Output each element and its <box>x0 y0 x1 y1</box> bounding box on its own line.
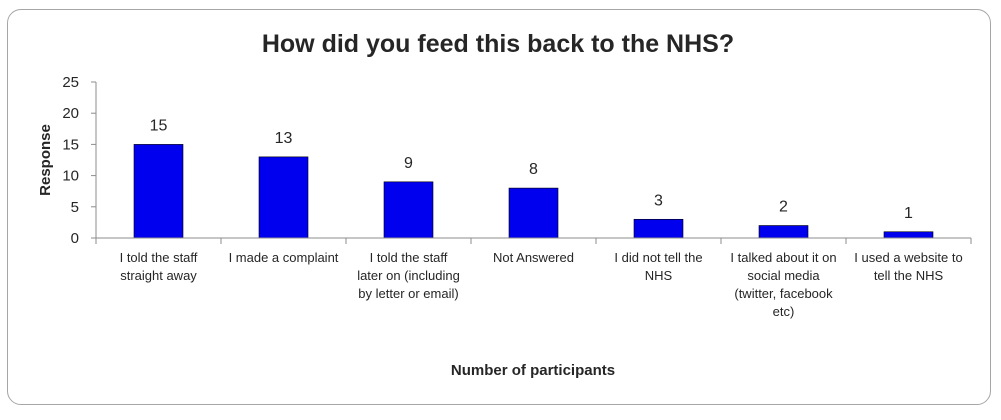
x-tick-label: I told the staff straight away <box>120 250 198 283</box>
data-label: 15 <box>150 117 168 134</box>
bars-group: 15 13 9 8 3 2 1 <box>133 117 934 239</box>
y-tick-label: 15 <box>62 136 79 153</box>
bar <box>633 218 684 239</box>
x-tick-label: I talked about it on social media (twitter… <box>730 250 836 319</box>
data-label: 3 <box>654 192 663 209</box>
data-label: 1 <box>904 205 913 222</box>
y-tick-label: 20 <box>62 105 79 122</box>
bar <box>508 187 559 239</box>
bar <box>133 144 184 239</box>
y-tick-label: 5 <box>71 199 79 216</box>
chart-title: How did you feed this back to the NHS? <box>262 30 734 58</box>
x-tick-label: I did not tell the NHS <box>614 250 702 283</box>
bar <box>883 231 934 239</box>
data-label: 8 <box>529 161 538 178</box>
data-label: 13 <box>275 130 293 147</box>
y-tick-label: 10 <box>62 168 79 185</box>
y-axis: 0 5 10 15 20 25 <box>62 74 97 247</box>
bar <box>383 181 434 239</box>
y-tick-label: 25 <box>62 74 79 91</box>
y-axis-title: Response <box>37 124 54 196</box>
bar <box>758 225 809 239</box>
x-axis-title: Number of participants <box>451 362 615 379</box>
data-label: 2 <box>779 199 788 216</box>
y-tick-label: 0 <box>71 230 79 247</box>
x-tick-label: Not Answered <box>493 250 574 265</box>
data-label: 9 <box>404 155 413 172</box>
bar <box>258 156 309 239</box>
x-tick-label: I told the staff later on (including by le… <box>357 250 460 301</box>
x-tick-label: I made a complaint <box>229 250 339 265</box>
x-axis: I told the staff straight away I made a co… <box>95 237 972 319</box>
x-tick-label: I used a website to tell the NHS <box>854 250 962 283</box>
